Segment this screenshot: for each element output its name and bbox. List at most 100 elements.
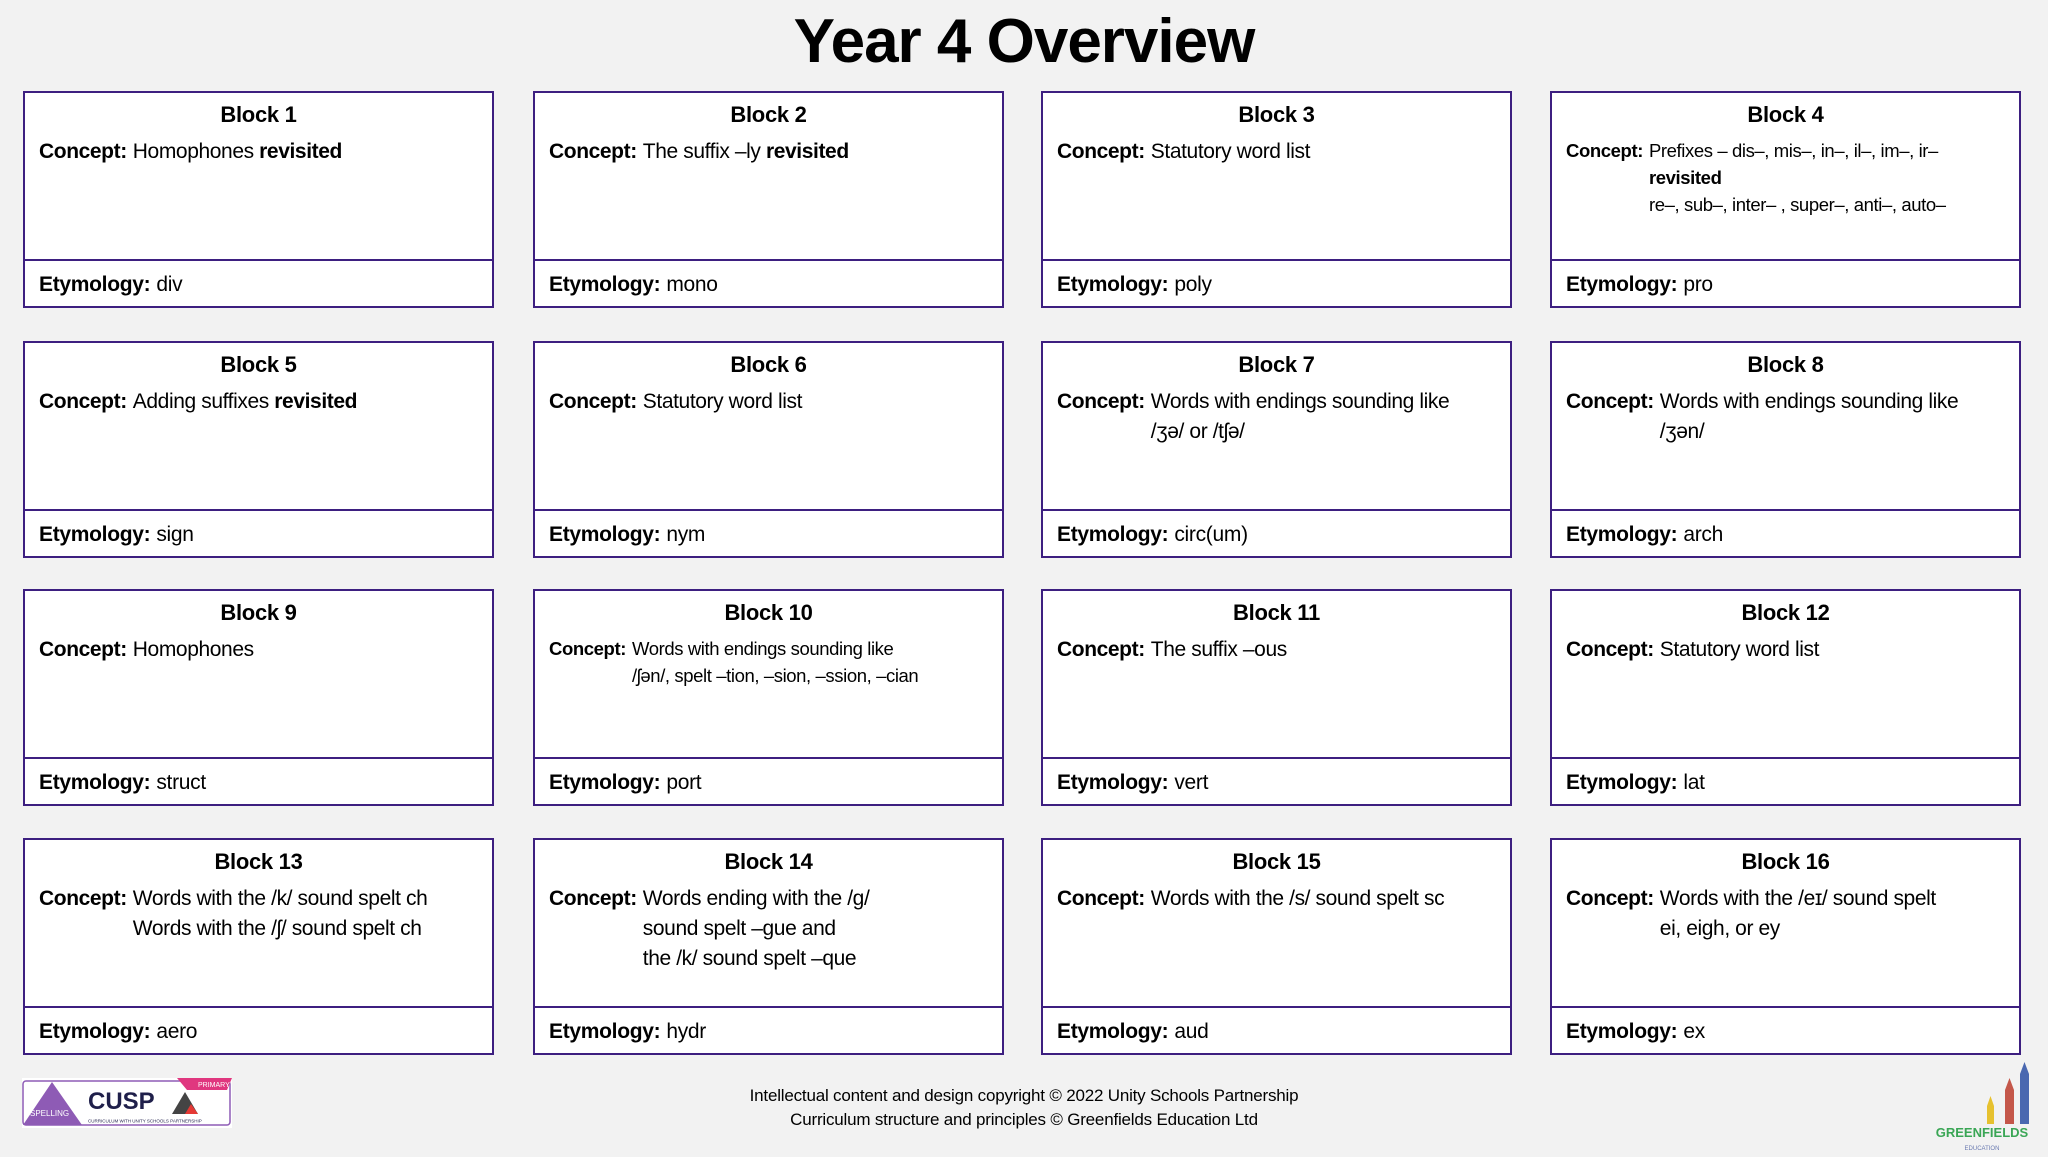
- etymology-value: mono: [666, 272, 718, 296]
- block-card: Block 4 Concept: Prefixes – dis–, mis–, …: [1550, 91, 2021, 308]
- concept-text: the /k/ sound spelt –que: [642, 947, 857, 970]
- etymology-label: Etymology:: [549, 770, 661, 794]
- block-etymology-section: Etymology: circ(um): [1043, 511, 1510, 558]
- block-card: Block 15 Concept: Words with the /s/ sou…: [1041, 838, 1512, 1055]
- etymology-label: Etymology:: [39, 770, 151, 794]
- cusp-logo: SPELLING PRIMARY CUSP CURRICULUM WITH UN…: [22, 1078, 232, 1128]
- concept-label: Concept:: [1566, 638, 1654, 661]
- concept-label: Concept:: [39, 887, 127, 910]
- concept-lines: Words with the /s/ sound spelt sc: [1150, 884, 1445, 914]
- etymology-value: lat: [1683, 770, 1705, 794]
- concept-lines: Statutory word list: [643, 387, 803, 417]
- svg-text:CUSP: CUSP: [88, 1088, 155, 1115]
- concept: Concept: Words with the /eɪ/ sound spelt…: [1566, 884, 2005, 944]
- concept-lines: Words with endings sounding like/ʃən/, s…: [632, 635, 919, 689]
- block-concept-section: Block 13 Concept: Words with the /k/ sou…: [25, 840, 492, 1008]
- etymology-label: Etymology:: [39, 1019, 151, 1043]
- concept-lines: Words with the /eɪ/ sound spelt ei, eigh,…: [1660, 884, 1936, 944]
- concept: Concept: Words with endings sounding lik…: [1057, 387, 1496, 447]
- concept-line: sound spelt –gue and: [643, 914, 870, 944]
- etymology-label: Etymology:: [39, 522, 151, 546]
- concept-label: Concept:: [549, 140, 637, 163]
- block-card: Block 1 Concept: Homophones revisited Et…: [23, 91, 494, 308]
- concept: Concept: The suffix –ous: [1057, 635, 1496, 665]
- etymology-label: Etymology:: [1057, 272, 1169, 296]
- concept-label: Concept:: [39, 638, 127, 661]
- etymology-value: hydr: [666, 1019, 706, 1043]
- concept-lines: Adding suffixes revisited: [133, 387, 358, 417]
- etymology-label: Etymology:: [549, 1019, 661, 1043]
- concept-label: Concept:: [1566, 887, 1654, 910]
- block-card: Block 14 Concept: Words ending with the …: [533, 838, 1004, 1055]
- block-etymology-section: Etymology: div: [25, 261, 492, 308]
- etymology-value: struct: [156, 770, 206, 794]
- concept-text: sound spelt –gue and: [642, 917, 836, 940]
- block-concept-section: Block 9 Concept: Homophones: [25, 591, 492, 759]
- copyright-line-2: Curriculum structure and principles © Gr…: [790, 1110, 1258, 1129]
- etymology-value: div: [156, 272, 183, 296]
- concept-line: Words with the /k/ sound spelt ch: [133, 884, 428, 914]
- block-title: Block 2: [730, 102, 807, 127]
- etymology-label: Etymology:: [1057, 1019, 1169, 1043]
- concept-label: Concept:: [549, 390, 637, 413]
- etymology-value: ex: [1683, 1019, 1705, 1043]
- concept-lines: Homophones: [133, 635, 254, 665]
- etymology-value: arch: [1683, 522, 1723, 546]
- concept-label: Concept:: [1057, 638, 1145, 661]
- block-concept-section: Block 3 Concept: Statutory word list: [1043, 93, 1510, 261]
- block-concept-section: Block 15 Concept: Words with the /s/ sou…: [1043, 840, 1510, 1008]
- etymology-value: aud: [1174, 1019, 1209, 1043]
- concept-line: The suffix –ous: [1151, 635, 1287, 665]
- block-title: Block 7: [1238, 352, 1315, 377]
- block-concept-section: Block 8 Concept: Words with endings soun…: [1552, 343, 2019, 511]
- concept-line: /ʃən/, spelt –tion, –sion, –ssion, –cian: [632, 662, 919, 689]
- concept-line: re–, sub–, inter– , super–, anti–, auto–: [1649, 191, 1946, 218]
- concept-label: Concept:: [1057, 390, 1145, 413]
- concept: Concept: Adding suffixes revisited: [39, 387, 478, 417]
- page-title: Year 4 Overview: [793, 7, 1256, 76]
- concept-emphasis: revisited: [1648, 167, 1722, 188]
- concept-line: Statutory word list: [1660, 635, 1820, 665]
- block-concept-section: Block 5 Concept: Adding suffixes revisit…: [25, 343, 492, 511]
- svg-text:SPELLING: SPELLING: [30, 1109, 69, 1118]
- concept-text: Homophones: [132, 140, 260, 163]
- block-concept-section: Block 4 Concept: Prefixes – dis–, mis–, …: [1552, 93, 2019, 261]
- block-concept-section: Block 10 Concept: Words with endings sou…: [535, 591, 1002, 759]
- block-title: Block 13: [214, 849, 303, 874]
- block-card: Block 9 Concept: Homophones Etymology: s…: [23, 589, 494, 806]
- block-card: Block 2 Concept: The suffix –ly revisite…: [533, 91, 1004, 308]
- concept-lines: Statutory word list: [1660, 635, 1820, 665]
- concept: Concept: Statutory word list: [549, 387, 988, 417]
- block-concept-section: Block 14 Concept: Words ending with the …: [535, 840, 1002, 1008]
- copyright-line-1: Intellectual content and design copyrigh…: [749, 1086, 1299, 1105]
- block-title: Block 16: [1741, 849, 1830, 874]
- concept-text: Words with endings sounding like: [1150, 390, 1450, 413]
- block-etymology-section: Etymology: arch: [1552, 511, 2019, 558]
- concept-line: Words with endings sounding like: [1151, 387, 1450, 417]
- concept-line: Prefixes – dis–, mis–, in–, il–, im–, ir…: [1649, 137, 1946, 164]
- concept-line: Words with the /eɪ/ sound spelt: [1660, 884, 1936, 914]
- block-card: Block 10 Concept: Words with endings sou…: [533, 589, 1004, 806]
- concept-text: Prefixes – dis–, mis–, in–, il–, im–, ir…: [1648, 140, 1938, 161]
- block-card: Block 3 Concept: Statutory word list Ety…: [1041, 91, 1512, 308]
- block-concept-section: Block 16 Concept: Words with the /eɪ/ so…: [1552, 840, 2019, 1008]
- greenfields-logo: GREENFIELDS EDUCATION: [1932, 1058, 2032, 1152]
- etymology-value: pro: [1683, 272, 1713, 296]
- block-etymology-section: Etymology: sign: [25, 511, 492, 558]
- etymology-label: Etymology:: [1566, 770, 1678, 794]
- concept-lines: Words with endings sounding like/ʒən/: [1660, 387, 1959, 447]
- concept: Concept: Words ending with the /g/sound …: [549, 884, 988, 974]
- concept-line: /ʒə/ or /tʃə/: [1151, 417, 1450, 447]
- concept-text: Words with the /s/ sound spelt sc: [1150, 887, 1445, 910]
- block-title: Block 6: [730, 352, 807, 377]
- concept-lines: Words with endings sounding like/ʒə/ or …: [1151, 387, 1450, 447]
- block-concept-section: Block 1 Concept: Homophones revisited: [25, 93, 492, 261]
- block-etymology-section: Etymology: aero: [25, 1008, 492, 1055]
- svg-text:PRIMARY: PRIMARY: [198, 1082, 230, 1089]
- block-title: Block 4: [1747, 102, 1824, 127]
- etymology-value: vert: [1174, 770, 1209, 794]
- block-etymology-section: Etymology: vert: [1043, 759, 1510, 806]
- concept-line: Statutory word list: [643, 387, 803, 417]
- svg-text:EDUCATION: EDUCATION: [1965, 1146, 2000, 1152]
- concept-line: the /k/ sound spelt –que: [643, 944, 870, 974]
